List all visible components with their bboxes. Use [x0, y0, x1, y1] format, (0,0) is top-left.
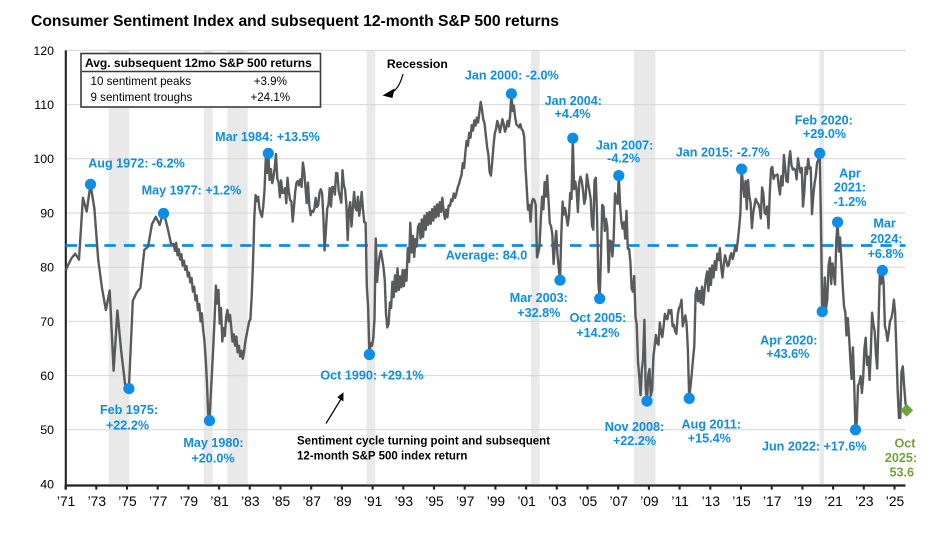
- svg-text:Apr: Apr: [839, 167, 861, 181]
- svg-text:Sentiment cycle turning point: Sentiment cycle turning point and subseq…: [297, 436, 550, 448]
- svg-text:2021:: 2021:: [834, 181, 866, 195]
- svg-text:’79: ’79: [180, 494, 199, 509]
- svg-text:’75: ’75: [118, 494, 137, 509]
- svg-text:+32.8%: +32.8%: [517, 306, 560, 320]
- svg-text:’97: ’97: [456, 494, 474, 509]
- svg-text:2025:: 2025:: [885, 451, 917, 465]
- svg-text:+20.0%: +20.0%: [191, 451, 234, 465]
- svg-text:40: 40: [40, 477, 54, 491]
- svg-text:’11: ’11: [671, 494, 688, 509]
- svg-text:Consumer Sentiment Index and s: Consumer Sentiment Index and subsequent …: [31, 13, 559, 30]
- svg-text:+6.8%: +6.8%: [868, 247, 904, 261]
- svg-text:’15: ’15: [732, 494, 751, 509]
- svg-text:’83: ’83: [241, 494, 260, 509]
- svg-text:May 1977: +1.2%: May 1977: +1.2%: [142, 184, 242, 198]
- svg-text:Nov 2008:: Nov 2008:: [605, 420, 665, 434]
- svg-text:’93: ’93: [395, 494, 414, 509]
- svg-text:Recession: Recession: [387, 57, 448, 71]
- svg-text:’23: ’23: [855, 494, 874, 509]
- svg-text:+22.2%: +22.2%: [613, 434, 656, 448]
- svg-text:9 sentiment troughs: 9 sentiment troughs: [91, 91, 193, 104]
- svg-text:’71: ’71: [57, 494, 75, 509]
- svg-text:+24.1%: +24.1%: [250, 91, 290, 104]
- svg-text:60: 60: [40, 369, 54, 383]
- svg-text:’19: ’19: [794, 494, 813, 509]
- svg-text:Mar 2003:: Mar 2003:: [510, 291, 568, 305]
- svg-text:110: 110: [34, 98, 54, 112]
- svg-text:’25: ’25: [886, 494, 905, 509]
- svg-text:Apr 2020:: Apr 2020:: [760, 333, 817, 347]
- svg-text:Jun 2022: +17.6%: Jun 2022: +17.6%: [762, 440, 867, 454]
- svg-text:+29.0%: +29.0%: [803, 127, 846, 141]
- svg-text:Aug 1972: -6.2%: Aug 1972: -6.2%: [88, 157, 185, 171]
- svg-text:’99: ’99: [487, 494, 506, 509]
- svg-text:’95: ’95: [425, 494, 444, 509]
- svg-text:Feb 2020:: Feb 2020:: [795, 113, 853, 127]
- svg-text:Avg. subsequent 12mo S&P 500 r: Avg. subsequent 12mo S&P 500 returns: [85, 56, 312, 70]
- svg-text:Oct 1990: +29.1%: Oct 1990: +29.1%: [320, 369, 423, 383]
- svg-text:’85: ’85: [272, 494, 291, 509]
- svg-text:Mar: Mar: [873, 216, 895, 230]
- svg-text:+4.4%: +4.4%: [554, 107, 590, 121]
- svg-text:80: 80: [40, 261, 54, 275]
- svg-text:’77: ’77: [149, 494, 167, 509]
- svg-text:Mar 1984: +13.5%: Mar 1984: +13.5%: [215, 130, 320, 144]
- svg-text:Jan 2004:: Jan 2004:: [545, 94, 602, 108]
- svg-text:120: 120: [33, 44, 54, 58]
- svg-text:’87: ’87: [302, 494, 320, 509]
- svg-text:’81: ’81: [210, 494, 228, 509]
- svg-text:50: 50: [40, 423, 54, 437]
- svg-text:Jan 2000: -2.0%: Jan 2000: -2.0%: [465, 69, 559, 83]
- svg-text:Jan 2015: -2.7%: Jan 2015: -2.7%: [676, 145, 770, 159]
- svg-text:’89: ’89: [333, 494, 352, 509]
- svg-text:-4.2%: -4.2%: [607, 152, 640, 166]
- svg-text:’21: ’21: [824, 494, 842, 509]
- svg-text:Feb 1975:: Feb 1975:: [100, 403, 158, 417]
- svg-text:+22.2%: +22.2%: [106, 418, 149, 432]
- svg-text:-1.2%: -1.2%: [834, 195, 867, 209]
- svg-text:’91: ’91: [364, 494, 382, 509]
- svg-text:+15.4%: +15.4%: [688, 432, 731, 446]
- svg-text:100: 100: [33, 152, 54, 166]
- svg-text:Oct 2005:: Oct 2005:: [570, 311, 627, 325]
- svg-text:Jan 2007:: Jan 2007:: [596, 139, 653, 153]
- svg-text:Aug 2011:: Aug 2011:: [682, 418, 742, 432]
- svg-text:’09: ’09: [640, 494, 659, 509]
- svg-text:2024:: 2024:: [870, 232, 902, 246]
- svg-text:10 sentiment peaks: 10 sentiment peaks: [91, 75, 192, 88]
- svg-text:Average: 84.0: Average: 84.0: [446, 248, 527, 262]
- svg-text:’73: ’73: [88, 494, 107, 509]
- svg-text:Oct: Oct: [895, 436, 917, 450]
- svg-text:’13: ’13: [702, 494, 721, 509]
- svg-text:90: 90: [40, 206, 54, 220]
- svg-text:+3.9%: +3.9%: [254, 75, 287, 88]
- svg-text:53.6: 53.6: [889, 466, 914, 480]
- svg-text:May 1980:: May 1980:: [183, 436, 243, 450]
- svg-text:’03: ’03: [548, 494, 567, 509]
- svg-text:+43.6%: +43.6%: [766, 347, 809, 361]
- svg-text:12-month S&P 500 index return: 12-month S&P 500 index return: [297, 451, 467, 463]
- svg-text:’07: ’07: [609, 494, 627, 509]
- svg-text:+14.2%: +14.2%: [576, 326, 619, 340]
- svg-text:’01: ’01: [517, 494, 535, 509]
- svg-text:70: 70: [40, 315, 54, 329]
- svg-text:’05: ’05: [579, 494, 598, 509]
- svg-text:’17: ’17: [763, 494, 781, 509]
